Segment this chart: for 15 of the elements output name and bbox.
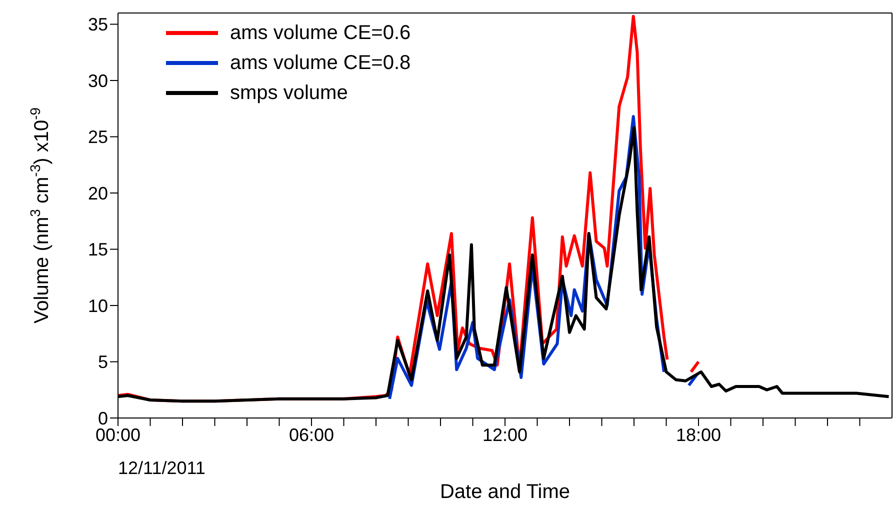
y-tick-label: 20 [88, 183, 108, 204]
y-tick-label: 25 [88, 127, 108, 148]
y-tick-label: 30 [88, 70, 108, 91]
x-tick-label: 18:00 [676, 424, 722, 445]
legend-label: ams volume CE=0.6 [230, 21, 411, 46]
y-tick-label: 5 [98, 352, 108, 372]
text: 12/11/2011 [118, 458, 206, 479]
legend-label: ams volume CE=0.8 [230, 51, 411, 76]
y-tick-label: 15 [88, 240, 108, 260]
y-tick-label: 10 [88, 296, 108, 316]
x-axis-title: Date and Time [440, 481, 570, 503]
x-tick-label: 06:00 [288, 424, 334, 445]
y-tick-label: 35 [88, 14, 108, 35]
legend-label: smps volume [230, 81, 348, 106]
x-tick-label: 12:00 [482, 424, 528, 445]
